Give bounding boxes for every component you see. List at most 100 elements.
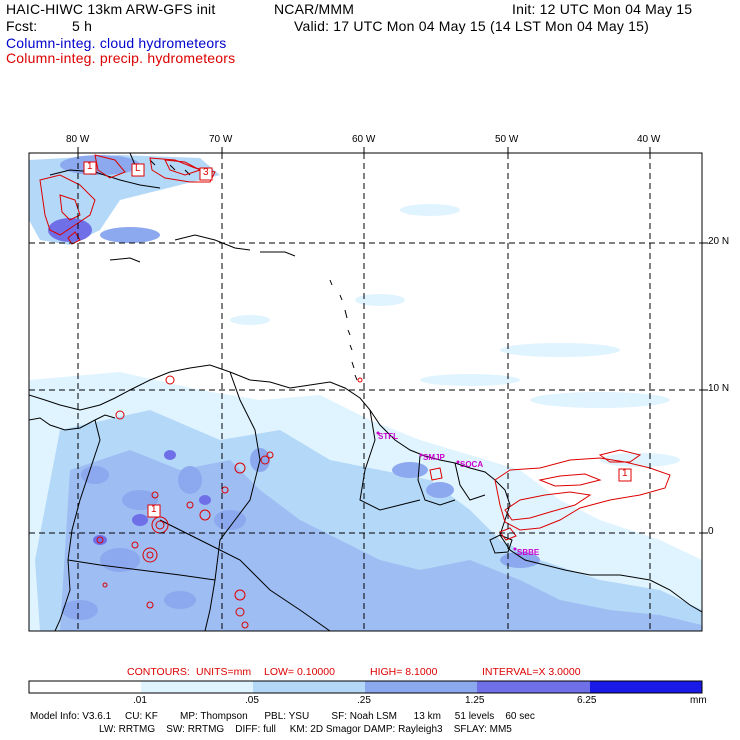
precip-contour — [165, 375, 175, 385]
marker-box — [83, 161, 97, 175]
precip-contour — [504, 491, 592, 521]
model-info-line2: LW: RRTMG SW: RRTMG DIFF: full KM: 2D Sm… — [99, 724, 512, 735]
colorbar-label-3: .25 — [357, 695, 371, 706]
precip-contour — [146, 601, 154, 609]
model-title: HAIC-HIWC 13km ARW-GFS init — [6, 1, 216, 17]
precip-contour — [155, 520, 165, 530]
cloud-core — [164, 450, 176, 460]
precip-contour — [429, 467, 443, 481]
border — [67, 559, 216, 581]
lon-label-50w: 50 W — [495, 134, 519, 145]
station-dots — [376, 431, 517, 551]
coastlines — [29, 153, 702, 631]
cloud-patch — [426, 482, 454, 498]
cloud-streak — [400, 204, 460, 216]
colorbar-label-2: .05 — [245, 695, 259, 706]
lon-label-40w: 40 W — [637, 134, 661, 145]
map-fields — [29, 153, 702, 631]
marker-box — [199, 167, 213, 181]
model-info-line1: Model Info: V3.6.1 CU: KF MP: Thompson P… — [30, 711, 535, 722]
contours-low: LOW= 0.10000 — [264, 666, 335, 678]
station-label-stfl: STFL — [378, 432, 398, 441]
marker-high-1: 1 — [87, 161, 93, 172]
cloud-shading — [29, 155, 702, 631]
cloud-streak — [230, 315, 270, 325]
coastline-puerto-rico — [260, 251, 296, 257]
colorbar-label-5: 6.25 — [577, 695, 597, 706]
colorbar-label-1: .01 — [133, 695, 147, 706]
colorbar-units: mm — [690, 695, 707, 706]
marker-box — [618, 468, 632, 482]
precip-contour — [499, 527, 517, 541]
contours-interval: INTERVAL=X 3.0000 — [482, 666, 581, 678]
map-frame — [28, 152, 703, 632]
colorbar-swatches — [29, 681, 702, 693]
cloud-patch — [81, 466, 109, 484]
precip-contour — [241, 621, 249, 629]
precip-contour — [260, 455, 270, 465]
precip-contour — [221, 486, 229, 494]
station-label-sbbe: SBBE — [517, 548, 540, 557]
border — [359, 409, 421, 511]
lon-label-70w: 70 W — [209, 134, 233, 145]
island-marajo — [489, 534, 513, 554]
org-label: NCAR/MMM — [274, 1, 355, 17]
colorbar-swatch — [477, 681, 590, 693]
cloud-patch — [164, 591, 196, 609]
init-time: Init: 12 UTC Mon 04 May 15 — [512, 1, 693, 17]
precip-contour — [199, 509, 211, 521]
cloud-core — [48, 218, 92, 242]
precip-contour — [494, 457, 671, 531]
marker-low: L — [135, 163, 141, 174]
border — [454, 462, 486, 501]
precip-contour — [146, 551, 154, 559]
precip-contour — [115, 410, 125, 420]
marker-high-2: 1 — [622, 468, 628, 479]
graticule — [29, 153, 702, 631]
fcst-label: Fcst: — [6, 18, 38, 34]
coastline-south-america — [29, 364, 702, 613]
lat-label-0: 0 — [708, 526, 714, 537]
field-precip-label: Column-integ. precip. hydrometeors — [6, 50, 236, 66]
coastline-hispaniola — [174, 234, 251, 251]
station-label-smjp: SMJP — [423, 453, 445, 462]
valid-time: Valid: 17 UTC Mon 04 May 15 (14 LST Mon … — [294, 18, 649, 34]
precip-contour — [39, 174, 96, 236]
cloud-streak — [530, 392, 670, 408]
contours-units: UNITS=mm — [196, 666, 252, 678]
colorbar-frame — [28, 680, 703, 694]
marker-3: 3 — [203, 167, 209, 178]
precip-contour — [96, 536, 104, 544]
colorbar-swatch — [141, 681, 253, 693]
cloud-core — [132, 514, 148, 526]
precip-contour — [149, 157, 216, 183]
islands-lesser-antilles — [329, 279, 358, 381]
fcst-value: 5 h — [72, 18, 93, 34]
precip-contour — [266, 451, 274, 459]
cloud-patch — [100, 227, 160, 243]
colorbar-swatch — [253, 681, 365, 693]
coastline-pacific — [54, 419, 101, 631]
colorbar-swatch — [29, 681, 141, 693]
precip-contour — [102, 582, 108, 588]
contours-high: HIGH= 8.1000 — [370, 666, 438, 678]
cloud-streak — [420, 374, 520, 386]
colorbar-label-4: 1.25 — [465, 695, 485, 706]
frame-ticks — [77, 147, 708, 534]
precip-contour — [234, 589, 246, 601]
contours-label: CONTOURS: — [127, 666, 190, 678]
precip-contour — [538, 473, 602, 487]
border — [417, 455, 456, 506]
precip-contour — [131, 541, 139, 549]
precip-contour — [151, 491, 159, 499]
lon-label-60w: 60 W — [352, 134, 376, 145]
precip-contour — [235, 607, 245, 617]
precip-contour — [142, 547, 158, 563]
precip-contour — [598, 449, 642, 463]
cloud-streak — [500, 343, 620, 357]
coastline-jamaica — [109, 257, 141, 263]
precip-contour — [186, 501, 194, 509]
cloud-patch — [60, 155, 140, 175]
precip-contour — [164, 159, 202, 176]
precip-contour — [357, 377, 363, 383]
